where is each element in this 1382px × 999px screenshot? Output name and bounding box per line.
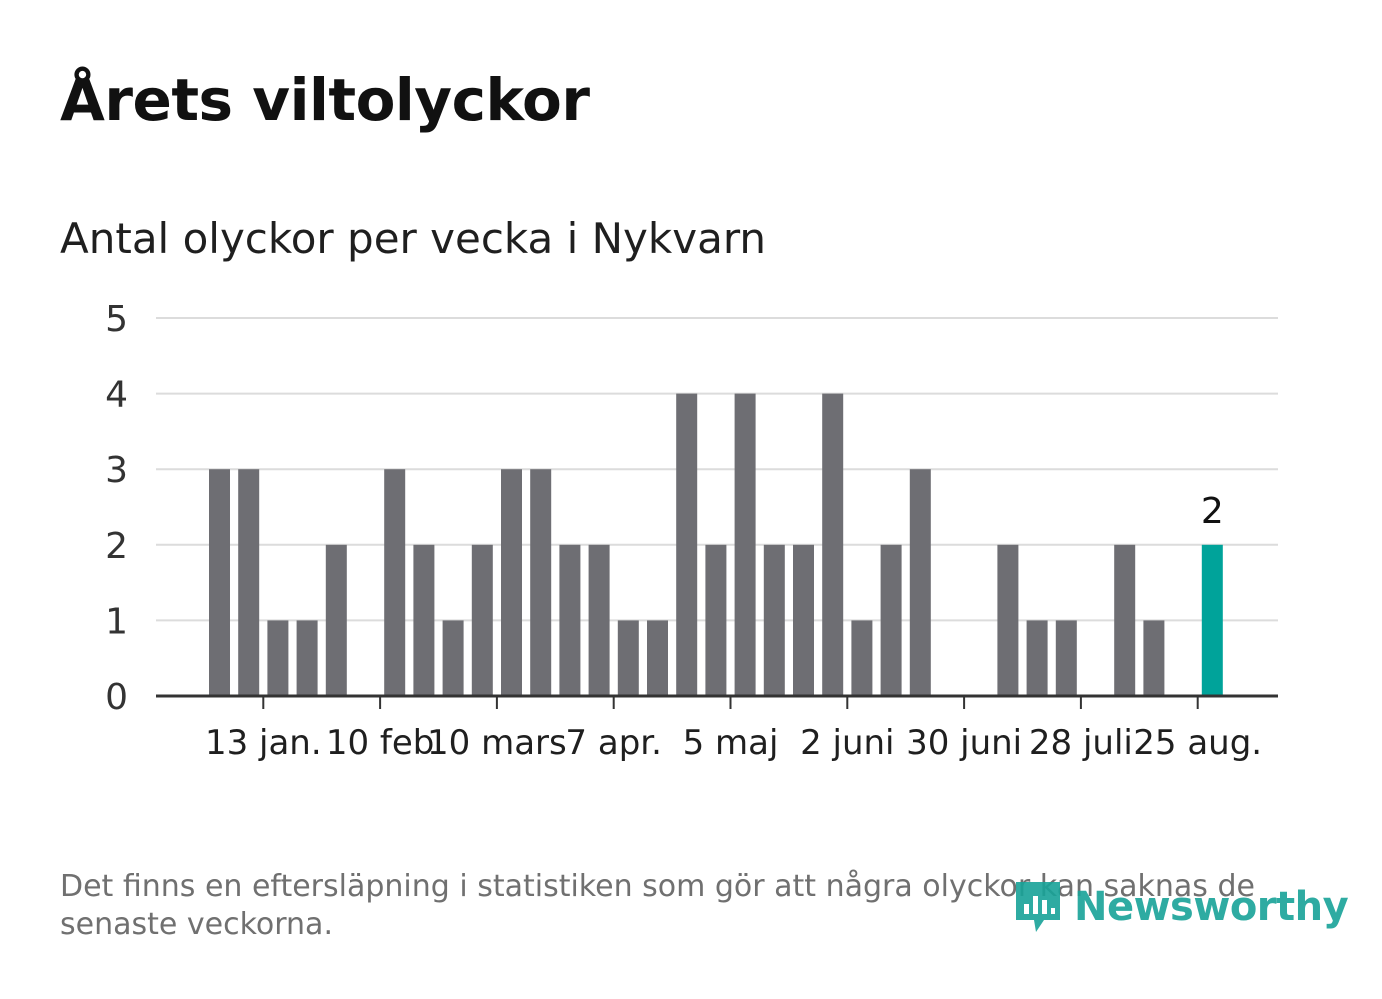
- bar: [909, 469, 931, 696]
- bar: [471, 544, 493, 696]
- bar: [1026, 620, 1048, 696]
- bar: [530, 469, 552, 696]
- x-tick-label: 7 apr.: [565, 723, 662, 763]
- bar: [676, 393, 698, 696]
- y-tick-label: 3: [105, 450, 128, 491]
- bar: [588, 544, 610, 696]
- x-tick-label: 13 jan.: [205, 723, 322, 763]
- bar: [763, 544, 785, 696]
- bar: [384, 469, 406, 696]
- bar: [325, 544, 347, 696]
- x-tick-label: 28 juli: [1029, 723, 1133, 763]
- data-label: 2: [1201, 491, 1224, 532]
- bar: [822, 393, 844, 696]
- data-labels: 2: [1201, 491, 1224, 532]
- bar: [559, 544, 581, 696]
- y-tick-label: 2: [105, 526, 128, 567]
- chart-title: Årets viltolyckor: [60, 66, 590, 134]
- bar: [1055, 620, 1077, 696]
- bar-highlight: [1201, 544, 1223, 696]
- chart-bubble-icon: [1016, 882, 1060, 932]
- bar: [734, 393, 756, 696]
- bar: [238, 469, 260, 696]
- x-tick-label: 5 maj: [683, 723, 779, 763]
- bar: [267, 620, 289, 696]
- bar: [617, 620, 639, 696]
- bar: [413, 544, 435, 696]
- brand-name: Newsworthy: [1074, 884, 1349, 930]
- bar: [880, 544, 902, 696]
- x-tick-label: 2 juni: [800, 723, 894, 763]
- y-tick-label: 4: [105, 375, 128, 416]
- bar: [997, 544, 1019, 696]
- x-tick-label: 30 juni: [906, 723, 1022, 763]
- bar: [296, 620, 318, 696]
- bar: [793, 544, 814, 696]
- bar: [1114, 544, 1136, 696]
- chart-subtitle: Antal olyckor per vecka i Nykvarn: [60, 214, 766, 263]
- y-tick-label: 1: [105, 601, 128, 642]
- brand-logo: Newsworthy: [1012, 878, 1349, 936]
- x-tick-label: 10 mars: [427, 723, 567, 763]
- bar: [647, 620, 668, 696]
- bar: [1143, 620, 1165, 696]
- x-tick-label: 25 aug.: [1133, 723, 1262, 763]
- bars: [209, 393, 1223, 696]
- x-tick-label: 10 feb: [326, 723, 435, 763]
- bar: [501, 469, 522, 696]
- bar: [442, 620, 464, 696]
- bar: [851, 620, 873, 696]
- bar: [705, 544, 727, 696]
- y-axis-ticks: 0 1 2 3 4 5: [105, 299, 128, 718]
- y-tick-label: 0: [105, 677, 128, 718]
- bar: [209, 469, 230, 696]
- y-tick-label: 5: [105, 299, 128, 340]
